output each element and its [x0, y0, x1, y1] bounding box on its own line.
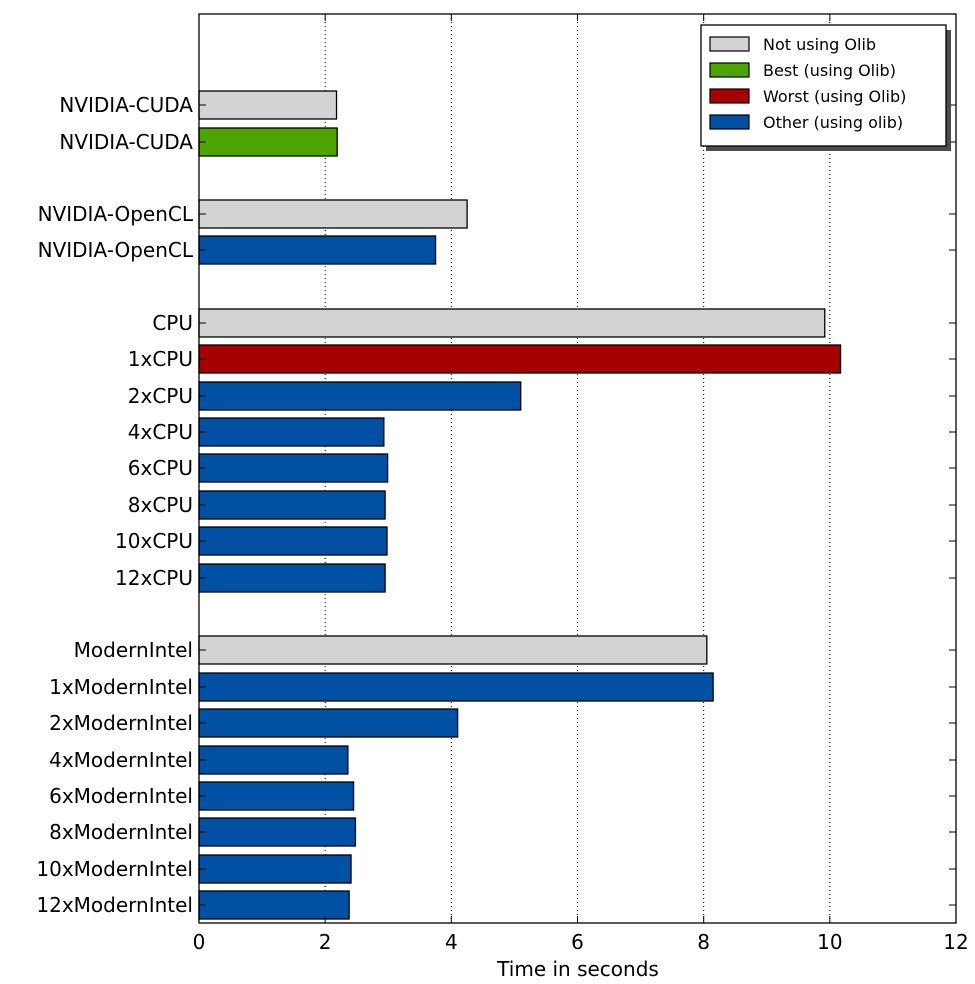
legend-label: Worst (using Olib) — [763, 87, 906, 106]
y-tick-label: 1xCPU — [128, 347, 193, 371]
legend-label: Other (using olib) — [763, 113, 903, 132]
y-tick-label: 1xModernIntel — [49, 675, 193, 699]
bar — [198, 235, 437, 265]
y-tick-label: 8xCPU — [128, 493, 193, 517]
y-tick-label: 12xCPU — [115, 566, 193, 590]
x-axis-label: Time in seconds — [496, 957, 659, 979]
y-tick-label: ModernIntel — [74, 638, 193, 662]
bars — [198, 90, 842, 920]
y-tick-label: 2xCPU — [128, 384, 193, 408]
bar — [198, 490, 386, 520]
y-tick-label: 6xModernIntel — [49, 784, 193, 808]
y-tick-label: 10xCPU — [115, 529, 193, 553]
bar — [198, 781, 355, 811]
y-tick-label: 4xCPU — [128, 420, 193, 444]
x-tick-label: 6 — [571, 930, 584, 954]
y-tick-label: NVIDIA-OpenCL — [38, 238, 194, 262]
y-tick-label: 2xModernIntel — [49, 711, 193, 735]
y-tick-label: 12xModernIntel — [36, 893, 193, 917]
legend-swatch — [709, 114, 750, 130]
x-tick-label: 12 — [943, 930, 968, 954]
y-tick-label: NVIDIA-CUDA — [59, 93, 193, 117]
bar — [198, 854, 352, 884]
y-tick-label: 6xCPU — [128, 456, 193, 480]
bar — [198, 745, 349, 775]
x-tick-label: 4 — [445, 930, 458, 954]
bar — [198, 308, 826, 338]
y-tick-label: 8xModernIntel — [49, 820, 193, 844]
legend-swatch — [709, 36, 750, 52]
bar — [198, 199, 468, 229]
x-axis: 0 2 4 6 8 10 12 — [193, 14, 969, 954]
legend: Not using Olib Best (using Olib) Worst (us… — [700, 24, 951, 151]
y-tick-label: 4xModernIntel — [49, 748, 193, 772]
y-tick-label: CPU — [152, 311, 193, 335]
bar — [198, 344, 842, 374]
x-tick-label: 10 — [817, 930, 842, 954]
x-tick-label: 0 — [193, 930, 206, 954]
bar — [198, 672, 714, 702]
legend-swatch — [709, 88, 750, 104]
legend-label: Not using Olib — [763, 35, 876, 54]
bar — [198, 563, 386, 593]
bar — [198, 817, 357, 847]
legend-swatch — [709, 62, 750, 78]
y-tick-label: NVIDIA-OpenCL — [38, 202, 194, 226]
bar — [198, 890, 350, 920]
bar — [198, 90, 338, 120]
bar — [198, 708, 459, 738]
bar — [198, 417, 385, 447]
x-tick-label: 2 — [319, 930, 332, 954]
y-tick-label: 10xModernIntel — [36, 857, 193, 881]
bar — [198, 635, 708, 665]
y-axis: NVIDIA-CUDA NVIDIA-CUDA NVIDIA-OpenCL NVIDI… — [36, 93, 956, 917]
y-tick-label: NVIDIA-CUDA — [59, 130, 193, 154]
legend-label: Best (using Olib) — [763, 61, 896, 80]
bar — [198, 127, 338, 157]
bar — [198, 526, 388, 556]
bar — [198, 381, 522, 411]
bar — [198, 453, 389, 483]
x-tick-label: 8 — [697, 930, 710, 954]
